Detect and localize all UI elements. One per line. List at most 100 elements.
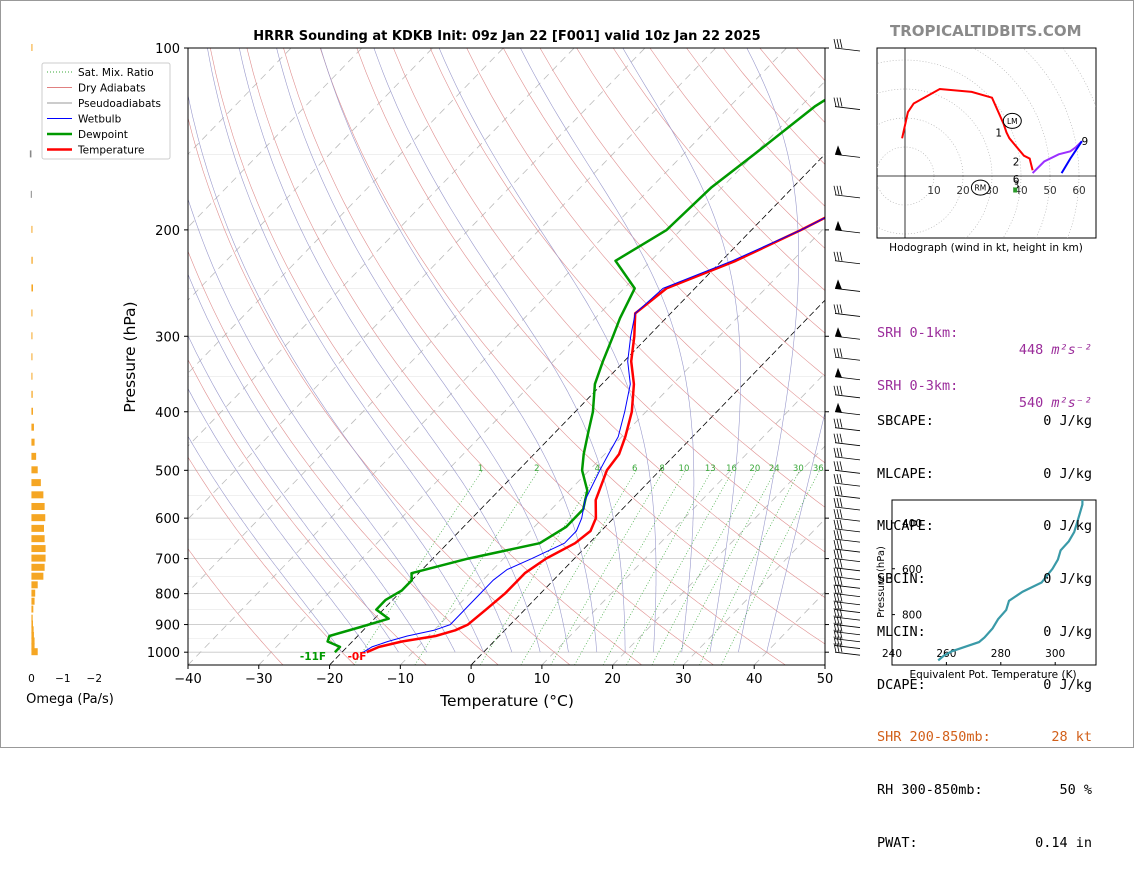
omega-bar bbox=[30, 150, 32, 157]
barb-flag bbox=[840, 568, 842, 577]
mixing-ratio-label: 20 bbox=[749, 464, 760, 474]
param-label: DCAPE: bbox=[877, 677, 926, 695]
barb-flag bbox=[837, 98, 839, 107]
legend-label-pseudoadiabats: Pseudoadiabats bbox=[78, 98, 161, 110]
y-tick-label: 1000 bbox=[147, 646, 180, 661]
wind-barb bbox=[835, 403, 860, 415]
param-label: MLCIN: bbox=[877, 624, 926, 642]
wind-barb bbox=[834, 643, 860, 655]
param-row-rh: RH 300-850mb:50 % bbox=[877, 782, 1092, 800]
param-unit: m²s⁻² bbox=[1051, 395, 1092, 411]
legend: Sat. Mix. Ratio Dry Adiabats Pseudoadiab… bbox=[42, 63, 170, 159]
barb-flag bbox=[837, 498, 839, 507]
barb-staff bbox=[835, 483, 860, 486]
barb-staff bbox=[835, 577, 860, 580]
omega-bar bbox=[31, 373, 32, 380]
wind-barb bbox=[834, 186, 860, 198]
wind-barb bbox=[834, 348, 860, 360]
barb-flag bbox=[840, 461, 842, 470]
omega-bar bbox=[31, 44, 32, 51]
param-label: SHR 200-850mb: bbox=[877, 729, 991, 747]
param-value: 540 bbox=[1019, 395, 1043, 411]
barb-flag bbox=[834, 98, 836, 107]
barb-flag bbox=[837, 304, 839, 313]
barb-flag bbox=[834, 434, 836, 443]
param-value-group: 448 m²s⁻² bbox=[1019, 342, 1092, 360]
omega-bar bbox=[31, 598, 34, 605]
legend-label-wetbulb: Wetbulb bbox=[78, 114, 122, 126]
wind-barb bbox=[834, 559, 860, 571]
y-tick-label: 400 bbox=[155, 406, 180, 421]
barb-flag bbox=[840, 386, 842, 395]
omega-bar bbox=[31, 332, 32, 339]
barb-staff bbox=[835, 585, 860, 588]
omega-bar bbox=[31, 581, 37, 588]
omega-bar bbox=[31, 309, 32, 316]
param-label: MUCAPE: bbox=[877, 518, 934, 536]
barb-staff bbox=[835, 457, 860, 460]
omega-bar bbox=[31, 408, 33, 415]
omega-bar bbox=[31, 466, 37, 473]
barb-flag bbox=[834, 474, 836, 483]
barb-staff bbox=[835, 518, 860, 521]
barb-staff bbox=[835, 495, 860, 498]
param-row-pwat: PWAT:0.14 in bbox=[877, 835, 1092, 853]
barb-flag bbox=[837, 559, 839, 568]
y-tick-label: 100 bbox=[155, 42, 180, 57]
omega-bar bbox=[31, 564, 44, 571]
omega-bar bbox=[31, 226, 32, 233]
skewt-title: HRRR Sounding at KDKB Init: 09z Jan 22 [… bbox=[253, 29, 760, 44]
barb-flag bbox=[837, 434, 839, 443]
param-row-sbcin: SBCIN:0 J/kg bbox=[877, 571, 1092, 589]
barb-staff bbox=[835, 195, 860, 198]
param-row-mucape: MUCAPE: 0 J/kg bbox=[877, 518, 1092, 536]
legend-label-temperature: Temperature bbox=[77, 145, 145, 157]
skewt-axes-box bbox=[188, 48, 825, 665]
wind-barb bbox=[835, 279, 860, 291]
x-tick-label: 0 bbox=[467, 672, 475, 687]
barb-flag bbox=[840, 186, 842, 195]
mixing-ratio-label: 13 bbox=[705, 464, 716, 474]
moist-adiabat-line bbox=[374, 48, 625, 652]
barb-staff bbox=[835, 639, 860, 642]
dry-adiabat-line bbox=[247, 48, 714, 665]
skewt-ylabel: Pressure (hPa) bbox=[121, 301, 139, 412]
barb-flag bbox=[840, 540, 842, 549]
barb-flag bbox=[837, 461, 839, 470]
moist-adiabat-line bbox=[738, 48, 798, 652]
wind-barb bbox=[835, 368, 860, 380]
barb-staff bbox=[835, 107, 860, 110]
y-tick-label: 900 bbox=[155, 619, 180, 634]
mixing-ratio-label: 1 bbox=[478, 464, 483, 474]
barb-flag bbox=[834, 576, 836, 585]
barb-staff bbox=[835, 568, 860, 571]
barb-staff bbox=[835, 507, 860, 510]
storm-motion-point bbox=[1013, 188, 1017, 193]
omega-x-ticks: 0−1−2 bbox=[28, 673, 102, 685]
x-tick-label: −10 bbox=[387, 672, 414, 687]
omega-bar bbox=[31, 491, 43, 498]
wind-barb bbox=[834, 419, 860, 431]
barb-flag bbox=[837, 576, 839, 585]
omega-tick-label: −1 bbox=[55, 673, 70, 685]
mixing-ratio-line bbox=[700, 470, 800, 665]
mixing-ratio-label: 36 bbox=[813, 464, 824, 474]
omega-tick-label: 0 bbox=[28, 673, 35, 685]
omega-xlabel: Omega (Pa/s) bbox=[26, 692, 114, 707]
barb-staff bbox=[835, 617, 860, 620]
barb-flag bbox=[840, 498, 842, 507]
mixing-ratio-label: 6 bbox=[632, 464, 637, 474]
wind-barb bbox=[834, 39, 860, 51]
param-value: 0 J/kg bbox=[1043, 571, 1092, 589]
isotherm-line bbox=[188, 48, 786, 665]
param-row-mlcin: MLCIN:0 J/kg bbox=[877, 624, 1092, 642]
wind-barb bbox=[834, 386, 860, 398]
param-value: 0 J/kg bbox=[1043, 518, 1092, 536]
barb-flag bbox=[834, 559, 836, 568]
barb-staff bbox=[835, 549, 860, 552]
barb-flag bbox=[840, 304, 842, 313]
barb-flag bbox=[834, 498, 836, 507]
hodograph-ring-label: 60 bbox=[1072, 185, 1085, 197]
barb-flag bbox=[834, 186, 836, 195]
barb-flag bbox=[837, 419, 839, 428]
